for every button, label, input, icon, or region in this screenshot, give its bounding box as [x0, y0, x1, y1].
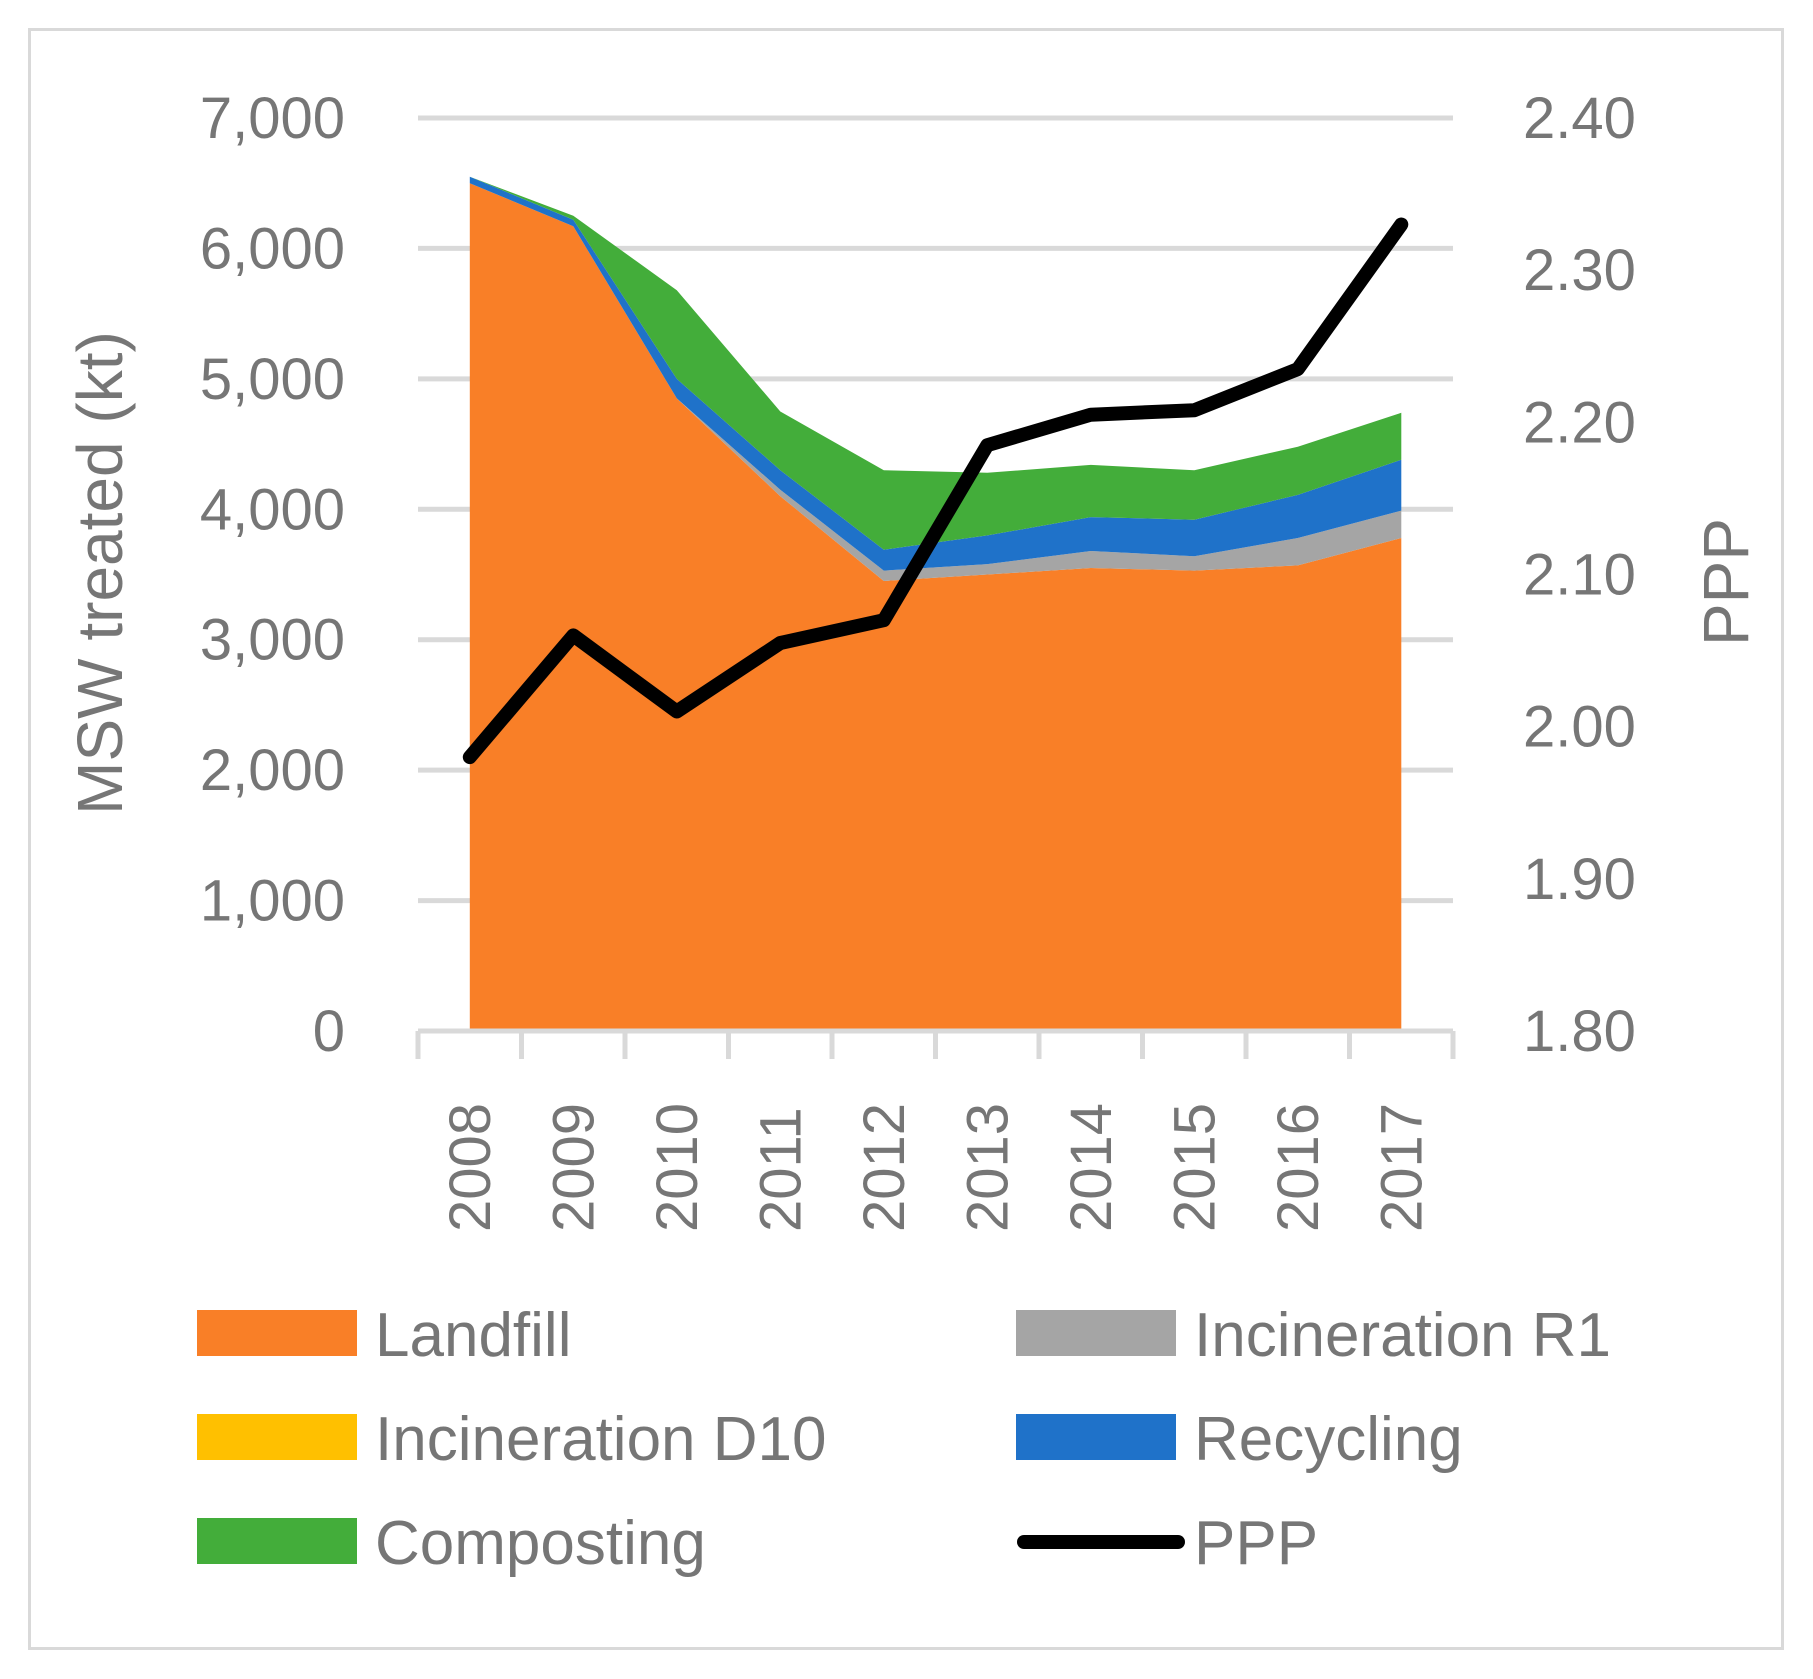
x-tick-label: 2013 [955, 1103, 1020, 1232]
y-tick-label: 3,000 [200, 608, 345, 673]
legend-label-landfill: Landfill [375, 1301, 571, 1370]
x-tick-label: 2016 [1266, 1103, 1331, 1232]
x-tick-label: 2010 [645, 1103, 710, 1232]
y-tick-label: 6,000 [200, 216, 345, 281]
legend-swatch-incineration-d10 [197, 1414, 357, 1460]
y2-tick-label: 1.90 [1523, 847, 1636, 912]
y2-tick-label: 2.40 [1523, 86, 1636, 151]
x-tick-label: 2008 [438, 1103, 503, 1232]
y2-axis-title: PPP [1690, 518, 1762, 646]
y-tick-label: 5,000 [200, 347, 345, 412]
area-incineration-r1 [469, 183, 1402, 581]
legend-swatch-landfill [197, 1310, 357, 1356]
area-landfill [469, 183, 1402, 1031]
area-composting [469, 176, 1402, 550]
legend-swatch-composting [197, 1518, 357, 1564]
legend-swatch-recycling [1016, 1414, 1176, 1460]
y-axis-title: MSW treated (kt) [64, 331, 136, 815]
legend-label-ppp: PPP [1194, 1509, 1318, 1578]
x-tick-label: 2011 [748, 1107, 813, 1232]
y-tick-label: 1,000 [200, 869, 345, 934]
x-tick-label: 2012 [852, 1103, 917, 1232]
y2-tick-label: 1.80 [1523, 999, 1636, 1064]
axes: 0 1,000 2,000 3,000 4,000 5,000 6,000 7,000 1.80… [200, 86, 1636, 1232]
y2-tick-label: 2.20 [1523, 390, 1636, 455]
y2-tick-label: 2.00 [1523, 695, 1636, 760]
legend-label-composting: Composting [375, 1509, 706, 1578]
legend-label-recycling: Recycling [1194, 1405, 1463, 1474]
legend-label-incineration-d10: Incineration D10 [375, 1405, 827, 1474]
legend: Landfill Incineration R1 Incineration D10 R… [197, 1301, 1611, 1578]
y2-tick-label: 2.10 [1523, 543, 1636, 608]
x-tick-label: 2015 [1162, 1103, 1227, 1232]
legend-label-incineration-r1: Incineration R1 [1194, 1301, 1611, 1370]
x-tick-label: 2014 [1059, 1103, 1124, 1232]
area-recycling [469, 176, 1402, 571]
x-tick-label: 2009 [541, 1103, 606, 1232]
legend-swatch-incineration-r1 [1016, 1310, 1176, 1356]
area-series [469, 176, 1402, 1031]
y-tick-label: 7,000 [200, 86, 345, 151]
y-tick-label: 4,000 [200, 477, 345, 542]
ppp-line [462, 217, 1409, 765]
y-tick-label: 2,000 [200, 738, 345, 803]
x-tick-label: 2017 [1369, 1103, 1434, 1232]
y2-tick-label: 2.30 [1523, 238, 1636, 303]
y-tick-label: 0 [313, 999, 345, 1064]
ppp-line-series [462, 217, 1409, 765]
